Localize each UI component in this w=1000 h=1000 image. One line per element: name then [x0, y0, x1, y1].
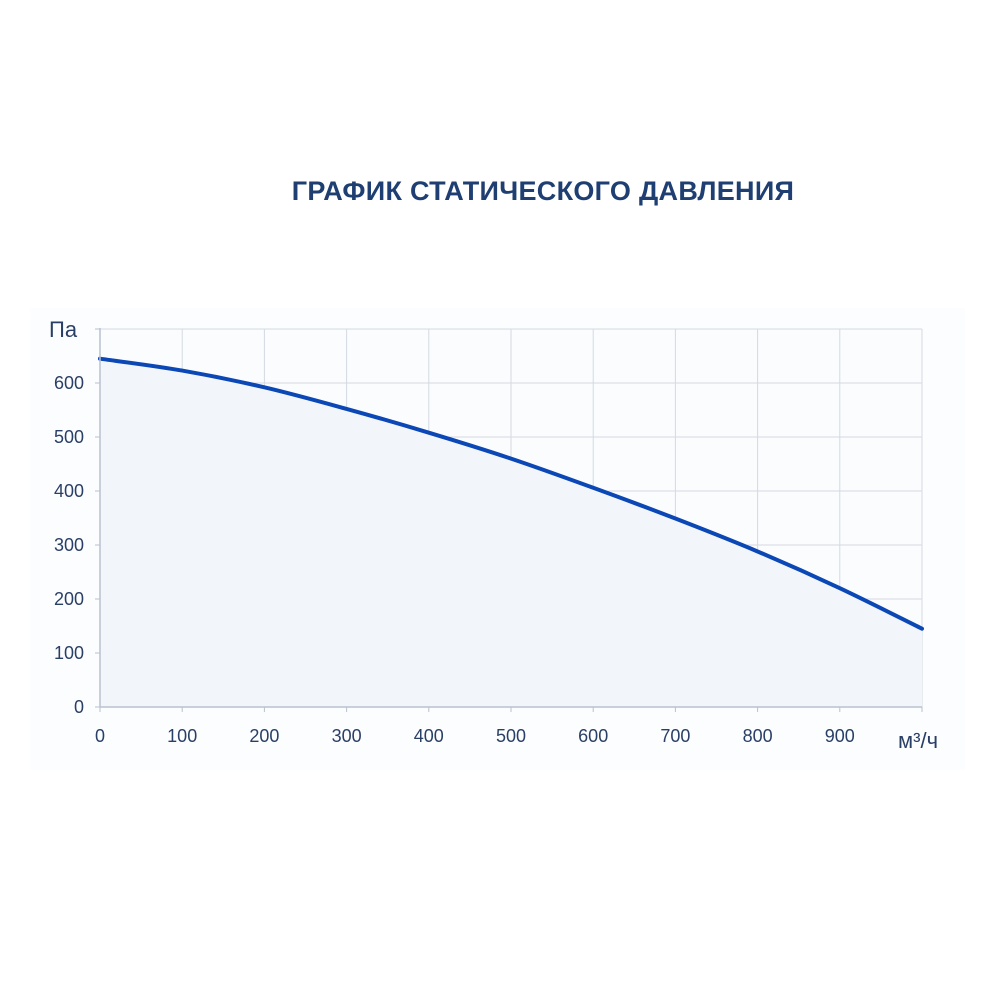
x-tick-label: 500	[496, 726, 526, 746]
axes	[95, 328, 923, 712]
y-axis-label: Па	[49, 317, 78, 342]
x-tick-label: 700	[660, 726, 690, 746]
y-tick-labels: 0 100 200 300 400 500 600	[54, 373, 84, 717]
y-tick-label: 0	[74, 697, 84, 717]
x-tick-label: 0	[95, 726, 105, 746]
x-tick-label: 600	[578, 726, 608, 746]
x-tick-label: 300	[332, 726, 362, 746]
y-tick-label: 200	[54, 589, 84, 609]
x-tick-label: 100	[167, 726, 197, 746]
x-axis-label: м³/ч	[898, 728, 938, 753]
x-tick-labels: 0 100 200 300 400 500 600 700 800 900	[95, 726, 855, 746]
chart-title: ГРАФИК СТАТИЧЕСКОГО ДАВЛЕНИЯ	[291, 176, 795, 206]
x-tick-label: 900	[825, 726, 855, 746]
x-tick-label: 400	[414, 726, 444, 746]
y-tick-label: 500	[54, 427, 84, 447]
pressure-curve	[98, 356, 924, 631]
y-tick-label: 600	[54, 373, 84, 393]
area-fill	[100, 358, 922, 707]
y-tick-label: 400	[54, 481, 84, 501]
x-tick-label: 200	[249, 726, 279, 746]
y-tick-label: 100	[54, 643, 84, 663]
x-tick-label: 800	[743, 726, 773, 746]
y-tick-label: 300	[54, 535, 84, 555]
